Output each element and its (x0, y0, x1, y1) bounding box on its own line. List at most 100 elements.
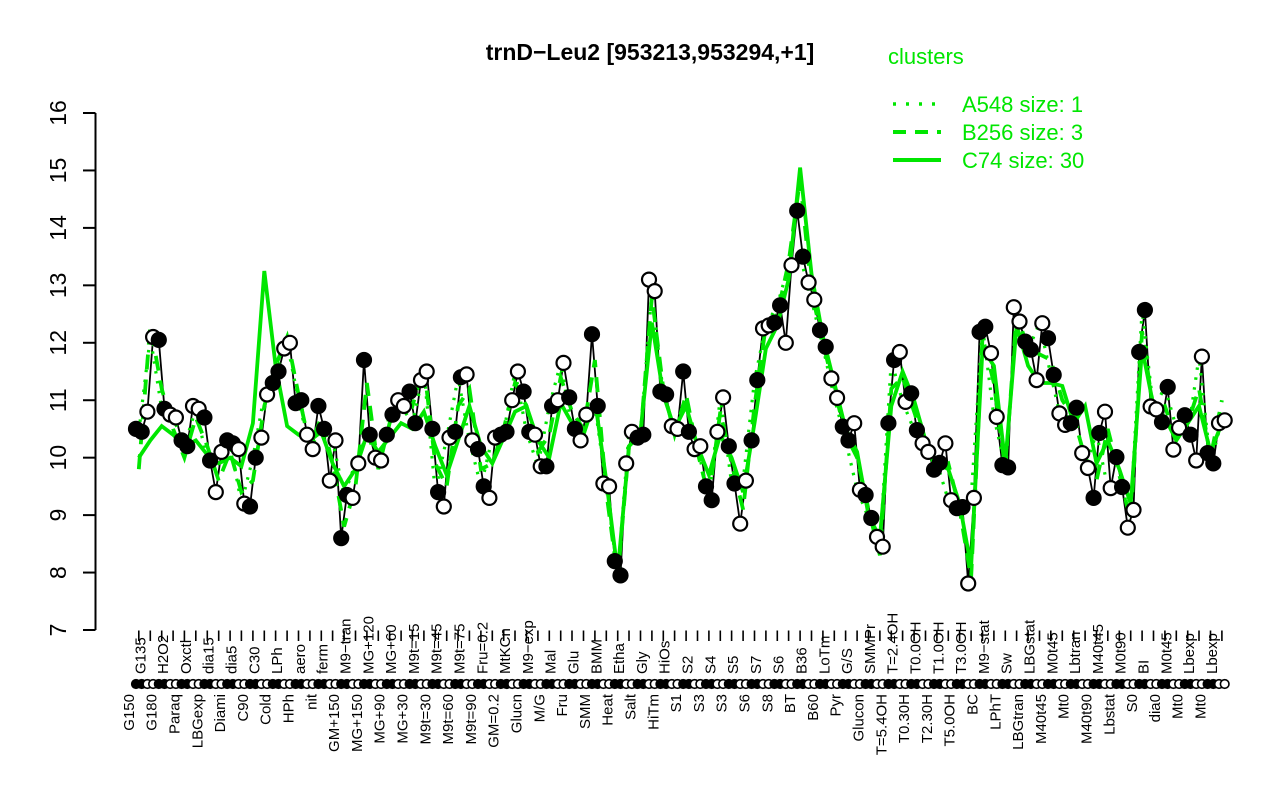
data-point (749, 372, 766, 389)
x-label-top: B36 (794, 647, 811, 674)
x-label-top: M40t45 (1090, 624, 1107, 674)
data-point (874, 538, 891, 555)
x-label-top: H2O2 (155, 635, 172, 674)
x-label-bottom: T2.30H (919, 694, 936, 743)
data-point (1205, 455, 1222, 472)
data-point (298, 426, 316, 443)
data-point (703, 492, 720, 509)
x-label-bottom: T=5.4OH (873, 694, 890, 755)
x-label-bottom: M9t=30 (417, 694, 434, 744)
x-label-bottom: BT (782, 694, 799, 713)
x-label-bottom: M9t=90 (463, 694, 480, 744)
data-point (583, 326, 601, 343)
data-point (999, 459, 1017, 476)
x-label-top: MG+120 (360, 616, 377, 674)
x-label-top: G/S (839, 648, 856, 674)
y-tick-label: 10 (45, 445, 71, 471)
data-point (954, 499, 971, 516)
data-point (424, 420, 441, 437)
data-point (646, 283, 663, 300)
x-label-bottom: MG+90 (372, 694, 389, 744)
rug-marker (1219, 678, 1230, 690)
x-label-bottom: Mt0 (1056, 694, 1073, 719)
data-point (509, 363, 527, 380)
x-label-top: S4 (702, 656, 719, 674)
data-point (1011, 313, 1028, 330)
x-label-top: Etha (611, 642, 628, 674)
data-point (1165, 441, 1182, 458)
data-point (350, 455, 367, 472)
gene-profile-points (127, 202, 1233, 592)
data-point (720, 438, 737, 455)
x-label-bottom: Mt0 (1170, 694, 1187, 719)
data-point (988, 408, 1005, 425)
x-label-bottom: GM+150 (326, 694, 343, 752)
data-point (1131, 343, 1148, 361)
data-point (247, 449, 264, 466)
data-point (766, 314, 783, 331)
x-label-top: S5 (725, 656, 742, 674)
x-label-bottom: MG+30 (394, 694, 411, 744)
data-point (1182, 426, 1199, 443)
x-label-top: M9t=15 (406, 624, 423, 674)
data-point (293, 392, 310, 409)
data-point (378, 426, 395, 443)
data-point (196, 409, 213, 426)
data-point (202, 452, 219, 469)
data-point (407, 415, 424, 432)
data-point (578, 406, 595, 423)
x-label-bottom: M/G (531, 694, 548, 722)
data-point (1119, 519, 1136, 536)
data-point (771, 297, 789, 314)
data-point (230, 441, 247, 458)
data-point (555, 354, 572, 371)
data-point (1216, 412, 1233, 429)
y-tick-label: 9 (45, 509, 71, 522)
data-point (333, 529, 350, 547)
x-label-top: C30 (246, 646, 263, 674)
y-tick-label: 16 (45, 100, 71, 126)
x-label-top: Fru=0.2 (474, 622, 491, 674)
data-point (1039, 330, 1057, 347)
data-point (863, 509, 880, 527)
data-point (361, 426, 378, 443)
x-label-top: Gly (634, 651, 651, 674)
data-point (931, 454, 948, 471)
data-point (937, 435, 954, 452)
x-label-top: T0.0OH (908, 621, 925, 674)
data-point (1085, 489, 1102, 506)
data-point (606, 552, 623, 570)
x-label-top: S2 (680, 656, 697, 674)
x-label-bottom: SMM (577, 694, 594, 729)
legend-label: C74 size: 30 (962, 148, 1084, 173)
data-point (675, 363, 692, 380)
data-point (1136, 301, 1154, 319)
data-point (316, 420, 333, 437)
x-label-bottom: S8 (759, 694, 776, 712)
x-label-bottom: S3 (691, 694, 708, 712)
data-point (1045, 366, 1062, 383)
data-point (384, 406, 401, 423)
data-point (430, 484, 447, 501)
data-point (692, 438, 709, 455)
x-label-bottom: LBGtran (1010, 694, 1027, 750)
legend-heading: clusters (888, 44, 964, 69)
data-point (515, 383, 532, 400)
data-point (241, 498, 259, 515)
data-point (1193, 348, 1211, 365)
x-label-top: M9t=75 (451, 624, 468, 674)
x-label-bottom: LBGexp (189, 694, 206, 748)
data-point (1188, 452, 1205, 469)
x-axis-ticks (138, 630, 1223, 641)
x-label-bottom: C90 (235, 694, 252, 722)
y-tick-label: 11 (45, 388, 71, 412)
x-label-top: M0t90 (1113, 632, 1130, 674)
data-point (743, 432, 760, 449)
x-label-top: Lbtran (1067, 631, 1084, 674)
x-label-top: S6 (771, 656, 788, 674)
x-label-top: LBGstat (1022, 619, 1039, 674)
data-point (401, 383, 418, 400)
data-point (1113, 478, 1131, 496)
x-label-bottom: dia0 (1147, 694, 1164, 722)
